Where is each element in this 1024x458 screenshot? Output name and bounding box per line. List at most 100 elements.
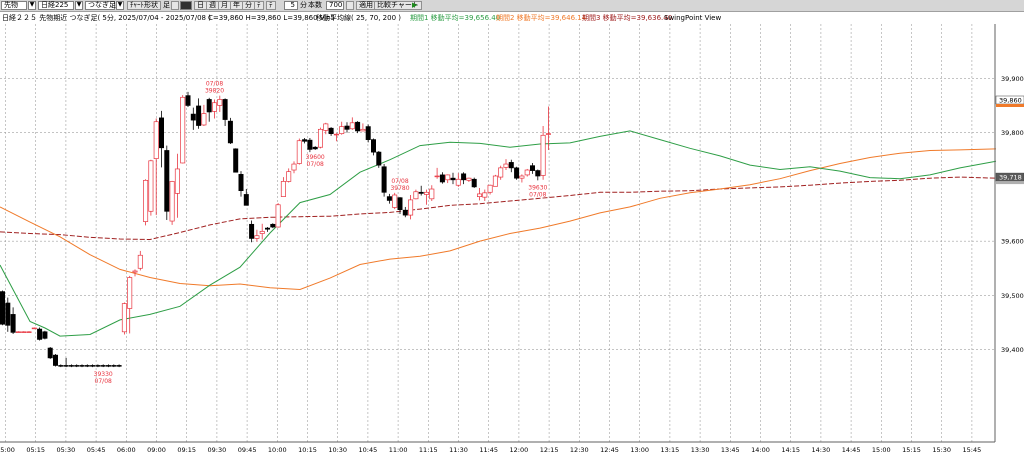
candle-body bbox=[466, 177, 472, 181]
candle-body bbox=[450, 177, 456, 181]
candle bbox=[386, 193, 392, 204]
compare-chart-button[interactable]: 比較チャート bbox=[374, 1, 422, 10]
candle bbox=[307, 138, 313, 153]
ma2-path bbox=[0, 148, 997, 291]
ma-color-band bbox=[996, 104, 1024, 107]
x-tick-label: 05:30 bbox=[57, 446, 76, 454]
candle bbox=[535, 169, 541, 181]
ma1-readout: 期間1 移動平均=39,656.40 bbox=[410, 14, 501, 22]
swing-time: 07/08 bbox=[529, 191, 546, 198]
candle bbox=[402, 206, 408, 218]
prev-button[interactable] bbox=[171, 1, 179, 10]
count-spin-button[interactable] bbox=[346, 1, 354, 10]
candle-body bbox=[312, 146, 318, 150]
x-tick-label: 06:00 bbox=[117, 446, 136, 454]
interval-input[interactable]: 5 bbox=[284, 1, 298, 10]
x-axis: 05:00 05:15 05:30 05:45 06:00 09:00 09:15 09:30… bbox=[0, 441, 995, 454]
candle bbox=[185, 91, 191, 108]
candle bbox=[100, 364, 106, 368]
candle-body bbox=[408, 199, 414, 216]
market-select[interactable]: 先物 bbox=[1, 1, 27, 10]
candle bbox=[31, 327, 37, 330]
candle-body bbox=[424, 191, 430, 195]
candle bbox=[212, 99, 218, 119]
candle bbox=[461, 172, 467, 185]
candle-body bbox=[21, 331, 27, 333]
x-tick-label: 11:15 bbox=[419, 446, 438, 454]
symbol-dropdown-arrow-icon[interactable]: ▼ bbox=[75, 1, 83, 10]
candle bbox=[371, 138, 377, 156]
candle bbox=[418, 185, 424, 196]
swing-price: 39780 bbox=[390, 185, 409, 192]
candle bbox=[21, 331, 27, 333]
candle bbox=[296, 138, 302, 165]
ma2-readout: 期間2 移動平均=39,646.14 bbox=[496, 14, 587, 22]
candle-body bbox=[180, 96, 186, 164]
candle bbox=[397, 197, 403, 214]
candle-body bbox=[169, 181, 175, 222]
candle-body bbox=[121, 303, 127, 333]
candle bbox=[79, 364, 85, 368]
chart-style-button[interactable]: ﾁｬｰﾄ形状 bbox=[127, 1, 161, 10]
candle-body bbox=[535, 170, 541, 177]
tick-button[interactable]: ﾃ bbox=[254, 1, 264, 10]
candle-body bbox=[291, 163, 297, 171]
candle bbox=[487, 184, 493, 195]
candle bbox=[540, 126, 546, 180]
candle-body bbox=[413, 191, 419, 200]
candle bbox=[323, 122, 329, 135]
candle bbox=[286, 168, 292, 183]
candle-body bbox=[371, 139, 377, 153]
candle-body bbox=[445, 174, 451, 181]
symbol-select[interactable]: 日経225 bbox=[38, 1, 74, 10]
candle-body bbox=[318, 128, 324, 148]
candle-body bbox=[545, 133, 551, 135]
candle bbox=[339, 121, 345, 135]
count-input[interactable]: 700 bbox=[326, 1, 344, 10]
market-dropdown-arrow-icon[interactable]: ▼ bbox=[28, 1, 36, 10]
swing-price: 39820 bbox=[205, 87, 224, 94]
candle-body bbox=[333, 133, 339, 136]
candle bbox=[15, 331, 21, 333]
candle bbox=[243, 189, 249, 206]
candle-body bbox=[233, 148, 239, 173]
x-tick-label: 13:00 bbox=[630, 446, 649, 454]
candle bbox=[376, 151, 382, 168]
candle bbox=[180, 95, 186, 164]
candle bbox=[105, 364, 111, 368]
candle-body bbox=[26, 331, 32, 333]
candle bbox=[365, 124, 371, 143]
candle bbox=[360, 123, 366, 132]
candle bbox=[227, 117, 233, 144]
candle bbox=[524, 168, 530, 177]
candle bbox=[116, 364, 122, 368]
candle bbox=[52, 354, 58, 367]
candle-body bbox=[344, 125, 350, 130]
candle-body bbox=[42, 331, 48, 339]
candle bbox=[249, 220, 255, 243]
candle-body bbox=[47, 347, 53, 359]
candle-body bbox=[349, 122, 355, 130]
candle-body bbox=[84, 365, 90, 367]
candle-body bbox=[286, 171, 292, 182]
candle-body bbox=[265, 227, 271, 230]
candle-body bbox=[275, 204, 281, 228]
price-tag-label: 39,860 bbox=[999, 96, 1022, 104]
mode-dropdown-arrow-icon[interactable]: ▼ bbox=[116, 1, 124, 10]
play-icon[interactable]: ▶ bbox=[412, 1, 418, 9]
candle-body bbox=[159, 117, 165, 149]
candle bbox=[74, 364, 80, 368]
candle bbox=[174, 153, 180, 218]
mode-select[interactable]: つなぎ足 bbox=[85, 1, 116, 10]
color-swatch[interactable] bbox=[180, 1, 192, 10]
candle-body bbox=[482, 192, 488, 198]
candle bbox=[429, 185, 435, 201]
candle bbox=[238, 171, 244, 197]
y-tick-label: 39,600 bbox=[1001, 238, 1024, 246]
candle-body bbox=[15, 331, 21, 333]
candle bbox=[84, 364, 90, 368]
tick2-button[interactable]: ﾃ bbox=[266, 1, 276, 10]
